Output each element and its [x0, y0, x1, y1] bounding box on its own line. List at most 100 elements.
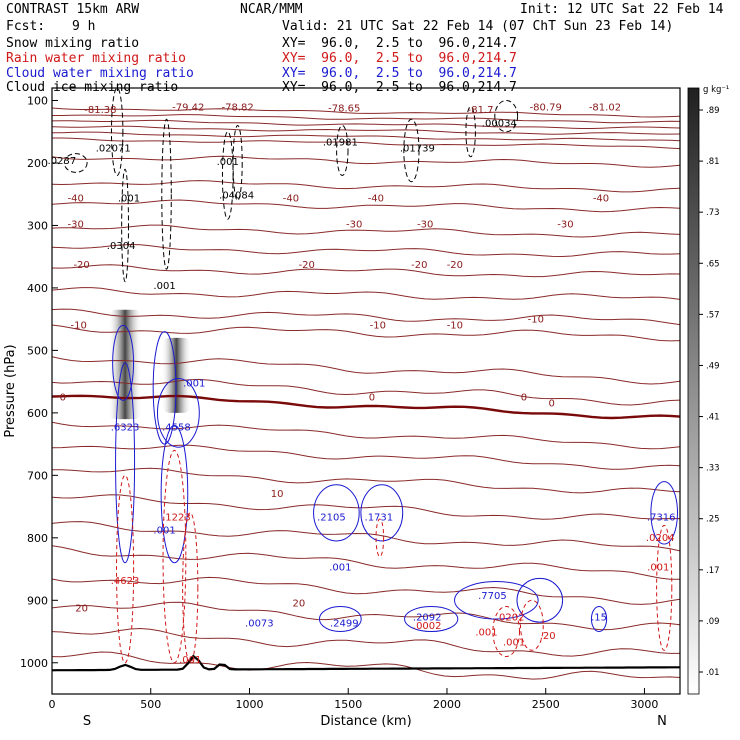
- cloud-water-contour: [650, 481, 679, 545]
- terrain-line: [52, 654, 680, 672]
- snow-contour: [121, 168, 129, 283]
- temperature-minimum-label: -80.79: [530, 102, 562, 113]
- isotherm-line: [52, 651, 680, 680]
- cloud-water-maximum-label: .2499: [330, 619, 359, 630]
- isotherm-line: [52, 125, 680, 135]
- rain-maximum-label: .001: [179, 655, 201, 666]
- temperature-minimum-label: -81.02: [589, 102, 621, 113]
- y-axis-label: Pressure (hPa): [3, 344, 18, 437]
- isotherm-label: -40: [68, 194, 84, 205]
- field-cloudwater-name: Cloud water mixing ratio: [6, 66, 194, 81]
- rain-maximum-label: .001: [475, 627, 497, 638]
- x-tick-label-1500: 1500: [334, 698, 362, 711]
- colorbar-tick-label: .33: [706, 464, 720, 474]
- cloud-water-maximum-label: .001: [183, 379, 205, 390]
- isotherm-label: -40: [368, 194, 384, 205]
- south-label: S: [83, 714, 91, 729]
- snow-maximum-label: .01739: [400, 144, 435, 155]
- y-tick-label-800: 800: [27, 532, 48, 545]
- isotherm-label: 0: [369, 392, 375, 403]
- rain-maximum-label: .0002: [413, 621, 442, 632]
- cloud-water-maximum-label: .2092: [413, 612, 442, 623]
- model-title: CONTRAST 15km ARW: [6, 2, 140, 17]
- temperature-minimum-label: -78.82: [222, 102, 254, 113]
- snow-maximum-label: .001: [217, 157, 239, 168]
- cloud-water-contour: [152, 331, 177, 445]
- isotherm-label: 0: [60, 392, 66, 403]
- colorbar-tick-label: .41: [706, 413, 720, 423]
- isotherm-label: -20: [447, 260, 463, 271]
- isotherm-label: -20: [73, 260, 89, 271]
- snow-contour: [161, 118, 172, 270]
- y-tick-label-500: 500: [27, 344, 48, 357]
- rain-contour: [375, 518, 385, 558]
- rain-maximum-label: .0202: [496, 612, 525, 623]
- cloud-water-maximum-label: .15: [591, 612, 607, 623]
- y-tick-label-300: 300: [27, 219, 48, 232]
- isotherm-label: -30: [346, 219, 362, 230]
- cloud-water-contour: [112, 324, 135, 401]
- cloud-water-maximum-label: .001: [153, 525, 175, 536]
- rain-maximum-label: .001: [503, 637, 525, 648]
- rain-maximum-label: .1223: [162, 512, 191, 523]
- snow-contour: [465, 106, 476, 158]
- cloud-water-maximum-label: .001: [329, 562, 351, 573]
- rain-maximum-label: .001: [647, 562, 669, 573]
- cloud-water-contour: [516, 577, 564, 623]
- x-tick-label-0: 0: [49, 698, 56, 711]
- temperature-minimum-label: -81.38: [84, 105, 116, 116]
- field-rain-xy: XY= 96.0, 2.5 to 96.0,214.7: [282, 51, 517, 66]
- colorbar-tick-label: .89: [706, 106, 720, 116]
- isotherm-line: [52, 243, 680, 258]
- snow-maximum-label: .02071: [96, 144, 131, 155]
- cloud-shading: [161, 337, 192, 413]
- isotherm-line: [52, 421, 680, 450]
- cloud-water-maximum-label: .4558: [162, 422, 191, 433]
- temperature-minimum-label: -78.65: [328, 104, 360, 115]
- x-tick-label-2000: 2000: [433, 698, 461, 711]
- rain-contour: [492, 606, 521, 658]
- isotherm-line: [52, 107, 680, 118]
- center-name: NCAR/MMM: [240, 2, 303, 17]
- y-tick-label-400: 400: [27, 282, 48, 295]
- isotherm-line: [52, 356, 680, 385]
- rain-maximum-label: .0204: [646, 533, 675, 544]
- field-cloudwater-xy: XY= 96.0, 2.5 to 96.0,214.7: [282, 66, 517, 81]
- y-tick-label-200: 200: [27, 157, 48, 170]
- rain-contour: [656, 524, 673, 651]
- isotherm-label: -20: [299, 260, 315, 271]
- snow-maximum-label: .001: [153, 281, 175, 292]
- colorbar-tick-label: .09: [706, 617, 720, 627]
- colorbar-tick-label: .49: [706, 361, 720, 371]
- field-snow-xy: XY= 96.0, 2.5 to 96.0,214.7: [282, 36, 517, 51]
- cloud-water-contour: [404, 606, 459, 633]
- isotherm-line: [52, 444, 680, 470]
- colorbar-tick-label: .01: [706, 668, 720, 678]
- colorbar: [687, 87, 700, 695]
- cloud-water-maximum-label: .1731: [365, 512, 394, 523]
- cloud-water-maximum-label: .7316: [647, 512, 676, 523]
- snow-contour: [63, 153, 88, 173]
- rain-contour: [116, 474, 135, 664]
- snow-maximum-label: .01981: [323, 137, 358, 148]
- isotherm-line: [52, 137, 680, 150]
- x-tick-label-1000: 1000: [235, 698, 263, 711]
- isotherm-line: [52, 378, 680, 406]
- snow-contour: [232, 124, 243, 201]
- fcst-value: 9 h: [72, 19, 96, 34]
- cloud-water-contour: [115, 362, 136, 564]
- isotherm-zero-line: [52, 394, 680, 420]
- isotherm-label: -10: [70, 321, 86, 332]
- isotherm-line: [52, 627, 680, 657]
- isotherm-line: [52, 494, 680, 520]
- cloud-water-contour: [454, 581, 539, 620]
- snow-contour: [336, 124, 349, 176]
- temperature-minimum-label: -79.42: [172, 102, 204, 113]
- isotherm-label: -40: [283, 194, 299, 205]
- isotherm-line: [52, 576, 680, 605]
- colorbar-tick-label: .81: [706, 157, 720, 167]
- isotherm-line: [52, 521, 680, 552]
- x-tick-label-3000: 3000: [630, 698, 658, 711]
- temperature-minimum-label: -81.7: [468, 105, 494, 116]
- colorbar-tick-label: .65: [706, 259, 720, 269]
